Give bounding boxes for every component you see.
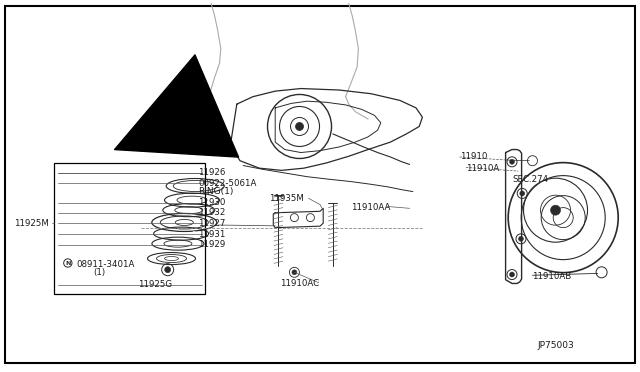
Circle shape [292, 270, 297, 275]
Circle shape [518, 236, 524, 241]
Text: SEC.274: SEC.274 [512, 175, 548, 184]
Circle shape [509, 272, 515, 277]
Text: 11926: 11926 [198, 169, 226, 177]
Text: 11910AB: 11910AB [532, 272, 572, 280]
Text: 11910AC: 11910AC [280, 279, 319, 288]
Text: (1): (1) [93, 268, 105, 277]
Circle shape [164, 267, 171, 273]
Text: 11910: 11910 [460, 153, 487, 161]
Circle shape [520, 191, 525, 196]
Circle shape [296, 122, 303, 131]
Text: 11931: 11931 [198, 230, 226, 239]
Circle shape [509, 159, 515, 164]
Text: 11932: 11932 [198, 208, 226, 217]
Text: JP75003: JP75003 [538, 341, 574, 350]
Text: 11925G: 11925G [138, 280, 172, 289]
Text: 11925M: 11925M [14, 219, 49, 228]
Text: 00922-5061A: 00922-5061A [198, 179, 257, 187]
Text: 11930: 11930 [198, 198, 226, 207]
Text: 11935M: 11935M [269, 194, 303, 203]
Text: N: N [65, 260, 70, 266]
Bar [54, 163, 205, 294]
Text: FRONT: FRONT [144, 126, 177, 137]
Text: 11910AA: 11910AA [351, 203, 390, 212]
Text: 08911-3401A: 08911-3401A [77, 260, 135, 269]
Circle shape [550, 205, 561, 215]
Text: RING(1): RING(1) [198, 187, 234, 196]
Text: 11927: 11927 [198, 219, 226, 228]
Text: 11929: 11929 [198, 240, 226, 249]
Text: 11910A: 11910A [466, 164, 499, 173]
